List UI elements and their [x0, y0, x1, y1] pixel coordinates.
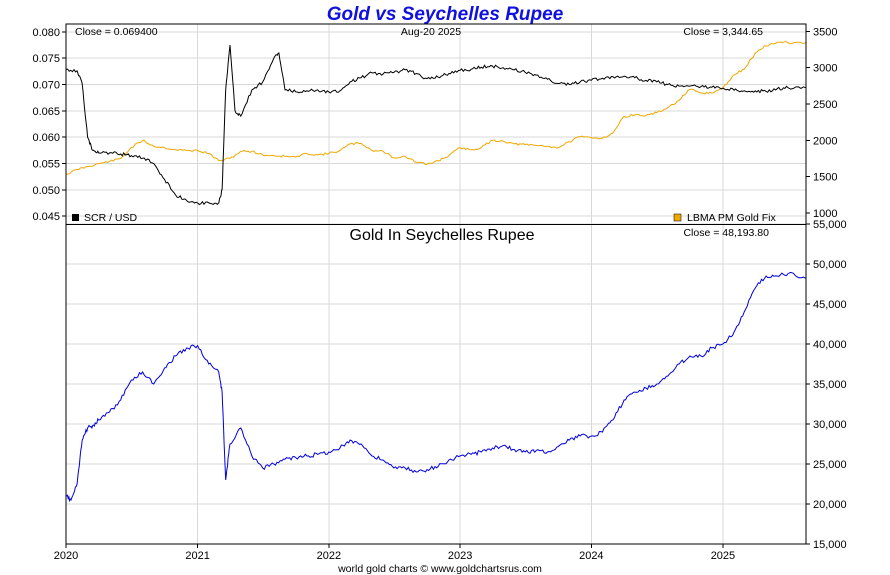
y-right-bottom-tick-label: 55,000 — [813, 219, 847, 231]
top-series-group — [65, 41, 807, 206]
y-right-bottom-tick-label: 15,000 — [813, 539, 847, 551]
y-left-tick-label: 0.050 — [32, 185, 60, 197]
x-tick-label: 2024 — [579, 550, 603, 562]
y-right-top-tick-label: 2000 — [813, 135, 837, 147]
subchart-title: Gold In Seychelles Rupee — [350, 227, 535, 244]
chart-title: Gold vs Seychelles Rupee — [327, 4, 564, 25]
y-left-tick-label: 0.055 — [32, 158, 60, 170]
y-right-top-tick-label: 3000 — [813, 63, 837, 75]
bottom-series-group — [65, 271, 807, 503]
y-left-tick-label: 0.060 — [32, 132, 60, 144]
subchart-close-label: Close = 48,193.80 — [683, 227, 769, 239]
footer-credit: world gold charts © www.goldchartsrus.co… — [337, 563, 542, 575]
legend-label-scr: SCR / USD — [84, 212, 138, 224]
legend-label-gold: LBMA PM Gold Fix — [687, 212, 776, 224]
x-tick-label: 2023 — [448, 550, 472, 562]
y-left-tick-label: 0.065 — [32, 106, 60, 118]
x-tick-label: 2022 — [317, 550, 341, 562]
y-right-top-tick-label: 1500 — [813, 172, 837, 184]
series-line-scr-usd — [65, 45, 807, 206]
y-right-bottom-tick-label: 50,000 — [813, 259, 847, 271]
x-tick-label: 2021 — [185, 550, 209, 562]
y-right-top-tick-label: 3500 — [813, 26, 837, 38]
y-right-bottom-tick-label: 30,000 — [813, 419, 847, 431]
close-left-label: Close = 0.069400 — [75, 26, 158, 38]
y-right-bottom-tick-label: 25,000 — [813, 459, 847, 471]
y-left-tick-label: 0.075 — [32, 53, 60, 65]
x-tick-label: 2020 — [54, 550, 78, 562]
top-panel-grid — [65, 24, 806, 224]
x-tick-label: 2025 — [711, 550, 735, 562]
y-left-tick-label: 0.080 — [32, 27, 60, 39]
series-line-gold-scr — [65, 271, 807, 503]
y-left-tick-label: 0.070 — [32, 80, 60, 92]
x-axis: 2020 2021 2022 2023 2024 2025 — [54, 544, 735, 562]
y-right-bottom-tick-label: 45,000 — [813, 299, 847, 311]
y-right-top-tick-label: 1000 — [813, 208, 837, 220]
legend-swatch-gold — [673, 213, 682, 222]
date-label: Aug-20 2025 — [401, 26, 461, 38]
y-right-bottom-tick-label: 40,000 — [813, 339, 847, 351]
y-right-bottom-tick-label: 35,000 — [813, 379, 847, 391]
y-right-top-axis: 3500 3000 2500 2000 1500 1000 — [806, 26, 837, 220]
close-right-label: Close = 3,344.65 — [683, 26, 763, 38]
bottom-panel-grid — [65, 223, 806, 545]
y-left-tick-label: 0.045 — [32, 211, 60, 223]
y-left-axis: 0.080 0.075 0.070 0.065 0.060 0.055 0.050 0.045 — [32, 27, 66, 223]
y-right-bottom-axis: 55,000 50,000 45,000 40,000 35,000 30,000 25,0… — [806, 219, 847, 551]
legend-swatch-scr — [72, 214, 79, 221]
plot-frame — [65, 23, 807, 545]
series-line-gold-usd — [65, 41, 807, 175]
y-right-top-tick-label: 2500 — [813, 99, 837, 111]
y-right-bottom-tick-label: 20,000 — [813, 499, 847, 511]
